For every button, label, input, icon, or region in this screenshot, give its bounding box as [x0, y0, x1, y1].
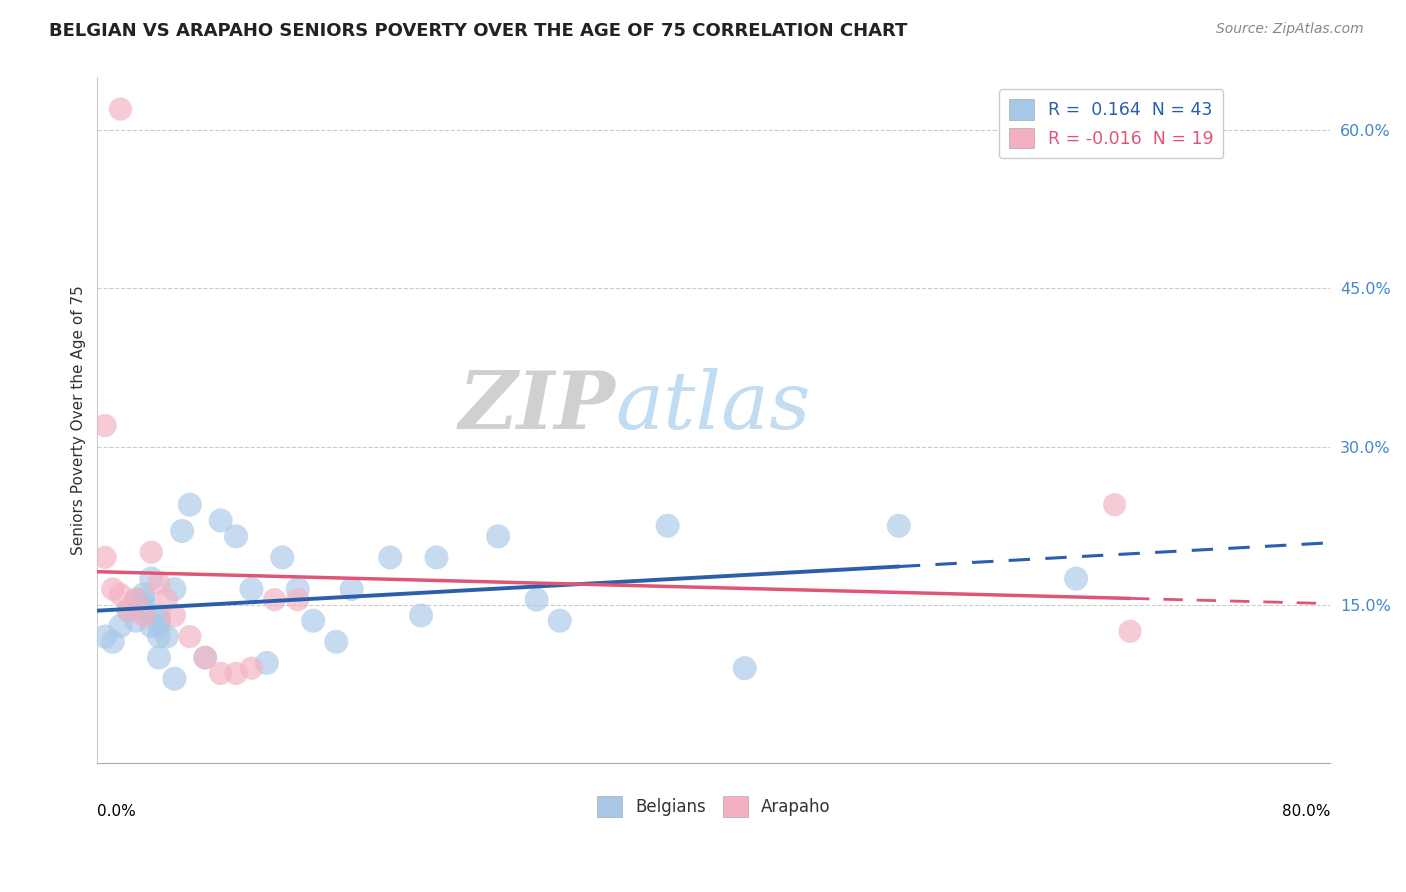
Point — [263, 592, 285, 607]
Point — [225, 666, 247, 681]
Point — [125, 592, 148, 607]
Point — [209, 666, 232, 681]
Point — [148, 630, 170, 644]
Point — [1064, 572, 1087, 586]
Point — [287, 592, 309, 607]
Text: BELGIAN VS ARAPAHO SENIORS POVERTY OVER THE AGE OF 75 CORRELATION CHART: BELGIAN VS ARAPAHO SENIORS POVERTY OVER … — [49, 22, 908, 40]
Point — [132, 608, 155, 623]
Text: 80.0%: 80.0% — [1282, 805, 1330, 819]
Point — [148, 576, 170, 591]
Point — [125, 603, 148, 617]
Point — [325, 635, 347, 649]
Y-axis label: Seniors Poverty Over the Age of 75: Seniors Poverty Over the Age of 75 — [72, 285, 86, 555]
Point — [148, 614, 170, 628]
Text: 0.0%: 0.0% — [97, 805, 136, 819]
Text: atlas: atlas — [616, 368, 811, 445]
Point — [240, 661, 263, 675]
Point — [734, 661, 756, 675]
Point — [256, 656, 278, 670]
Point — [163, 582, 186, 596]
Point — [110, 619, 132, 633]
Point — [156, 592, 179, 607]
Point — [179, 630, 201, 644]
Point — [101, 635, 124, 649]
Point — [110, 587, 132, 601]
Point — [117, 603, 139, 617]
Point — [101, 582, 124, 596]
Point — [302, 614, 325, 628]
Point — [380, 550, 402, 565]
Point — [287, 582, 309, 596]
Point — [179, 498, 201, 512]
Point — [148, 619, 170, 633]
Point — [141, 545, 163, 559]
Point — [887, 518, 910, 533]
Point — [125, 614, 148, 628]
Point — [1119, 624, 1142, 639]
Point — [163, 608, 186, 623]
Text: Source: ZipAtlas.com: Source: ZipAtlas.com — [1216, 22, 1364, 37]
Point — [194, 650, 217, 665]
Point — [163, 672, 186, 686]
Point — [132, 603, 155, 617]
Point — [125, 592, 148, 607]
Point — [194, 650, 217, 665]
Point — [156, 630, 179, 644]
Point — [340, 582, 363, 596]
Point — [225, 529, 247, 543]
Point — [132, 587, 155, 601]
Point — [548, 614, 571, 628]
Point — [657, 518, 679, 533]
Point — [240, 582, 263, 596]
Point — [148, 650, 170, 665]
Point — [117, 603, 139, 617]
Point — [141, 619, 163, 633]
Point — [425, 550, 447, 565]
Point — [209, 514, 232, 528]
Point — [141, 572, 163, 586]
Point — [1104, 498, 1126, 512]
Point — [486, 529, 509, 543]
Point — [409, 608, 432, 623]
Point — [526, 592, 548, 607]
Point — [132, 592, 155, 607]
Point — [132, 598, 155, 612]
Point — [271, 550, 294, 565]
Point — [94, 418, 117, 433]
Point — [94, 630, 117, 644]
Point — [94, 550, 117, 565]
Text: ZIP: ZIP — [458, 368, 616, 445]
Point — [110, 102, 132, 116]
Legend: Belgians, Arapaho: Belgians, Arapaho — [591, 789, 838, 823]
Point — [148, 608, 170, 623]
Point — [172, 524, 194, 538]
